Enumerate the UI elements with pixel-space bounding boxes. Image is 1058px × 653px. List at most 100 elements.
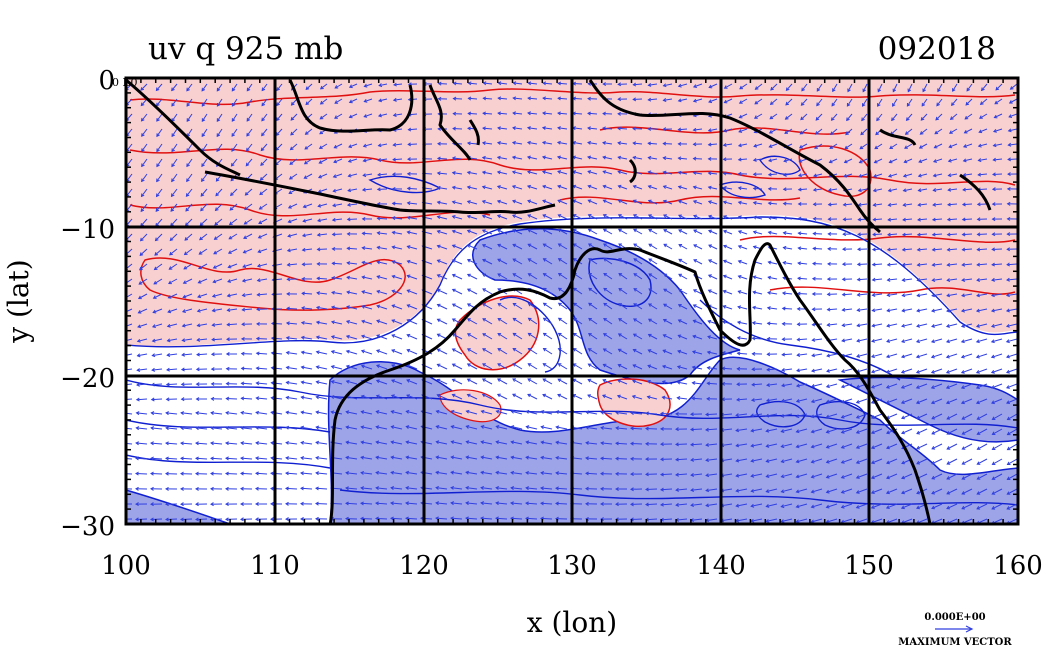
wind-vector xyxy=(276,83,283,91)
wind-vector-head xyxy=(992,172,996,177)
wind-vector-head xyxy=(406,394,410,398)
wind-vector-head xyxy=(705,503,710,508)
wind-vector-head xyxy=(647,185,652,189)
wind-vector-head xyxy=(843,159,848,164)
wind-vector xyxy=(858,188,868,192)
wind-vector xyxy=(707,382,718,385)
wind-vector-head xyxy=(980,87,985,92)
wind-vector xyxy=(285,472,298,475)
wind-vector-head xyxy=(901,308,906,313)
wind-vector xyxy=(616,427,628,430)
wind-vector xyxy=(587,379,598,385)
wind-vector xyxy=(286,352,298,355)
wind-vector-head xyxy=(436,303,441,308)
wind-vector-head xyxy=(632,184,637,189)
wind-vector xyxy=(558,332,568,340)
wind-vector xyxy=(678,319,688,325)
wind-vector xyxy=(723,305,733,310)
wind-vector xyxy=(798,188,808,191)
wind-vector xyxy=(186,83,193,92)
wind-vector xyxy=(452,274,463,280)
wind-vector xyxy=(770,98,778,105)
wind-vector-head xyxy=(481,393,486,398)
wind-vector-head xyxy=(226,293,231,298)
wind-vector xyxy=(512,200,523,205)
wind-vector-head xyxy=(526,155,531,160)
wind-vector-head xyxy=(754,86,759,90)
wind-vector-head xyxy=(261,102,266,107)
wind-vector xyxy=(318,203,328,207)
wind-vector xyxy=(931,488,943,495)
wind-vector xyxy=(887,263,898,266)
wind-vector-head xyxy=(660,487,664,492)
wind-vector-head xyxy=(737,230,742,234)
wind-vector xyxy=(946,503,958,510)
wind-vector-head xyxy=(874,145,879,150)
wind-vector-head xyxy=(795,519,800,524)
wind-vector-head xyxy=(557,199,562,204)
wind-vector xyxy=(751,488,763,492)
wind-vector-head xyxy=(345,501,349,506)
wind-vector-head xyxy=(900,505,905,510)
wind-vector xyxy=(482,127,493,130)
wind-vector xyxy=(301,381,313,385)
wind-vector-head xyxy=(214,221,219,226)
wind-vector xyxy=(769,113,778,120)
wind-vector-head xyxy=(765,413,770,418)
wind-vector-head xyxy=(407,157,411,162)
wind-vector xyxy=(648,157,658,160)
wind-vector xyxy=(708,289,718,295)
wind-vector-head xyxy=(602,228,607,233)
wind-vector-head xyxy=(451,363,456,367)
wind-vector xyxy=(319,158,328,164)
wind-vector-head xyxy=(946,262,951,267)
wind-vector-head xyxy=(846,102,851,107)
wind-vector-head xyxy=(855,384,860,389)
wind-vector xyxy=(482,393,493,400)
wind-vector xyxy=(917,278,928,281)
wind-vector xyxy=(736,518,748,522)
wind-vector-head xyxy=(765,489,770,493)
wind-vector xyxy=(603,363,613,370)
wind-vector-head xyxy=(706,396,710,401)
wind-vector xyxy=(406,426,418,430)
wind-vector xyxy=(811,458,823,463)
wind-vector-head xyxy=(812,261,816,266)
wind-vector xyxy=(541,472,553,475)
wind-vector xyxy=(467,186,478,190)
wind-vector xyxy=(1006,398,1018,404)
wind-vector xyxy=(724,98,733,104)
wind-vector xyxy=(141,173,148,182)
wind-vector-head xyxy=(602,363,607,368)
wind-vector xyxy=(755,83,763,90)
wind-vector-head xyxy=(810,489,815,494)
wind-vector xyxy=(738,201,748,205)
wind-vector-head xyxy=(330,395,335,399)
wind-vector-head xyxy=(240,351,245,356)
wind-vector-head xyxy=(122,412,125,415)
wind-vector xyxy=(286,366,298,370)
wind-vector-head xyxy=(618,273,623,277)
wind-vector-head xyxy=(975,354,980,359)
wind-vector-head xyxy=(405,485,410,490)
wind-vector-head xyxy=(451,229,456,234)
wind-vector-head xyxy=(870,400,875,404)
wind-vector-head xyxy=(405,516,409,521)
wind-vector xyxy=(587,112,598,115)
wind-vector-head xyxy=(826,368,830,373)
wind-vector-head xyxy=(316,247,321,252)
wind-vector xyxy=(901,428,913,434)
wind-vector xyxy=(660,473,673,476)
wind-vector-head xyxy=(990,323,995,328)
wind-vector-head xyxy=(497,378,501,382)
wind-vector-head xyxy=(165,411,170,416)
wind-vector xyxy=(451,471,463,475)
wind-vector xyxy=(182,353,193,356)
wind-vector xyxy=(888,218,898,221)
wind-vector-head xyxy=(991,476,996,480)
wind-vector-head xyxy=(150,486,154,491)
wind-vector xyxy=(902,278,913,281)
wind-vector-head xyxy=(141,133,145,137)
wind-vector-head xyxy=(121,503,124,506)
wind-vector xyxy=(781,428,793,433)
